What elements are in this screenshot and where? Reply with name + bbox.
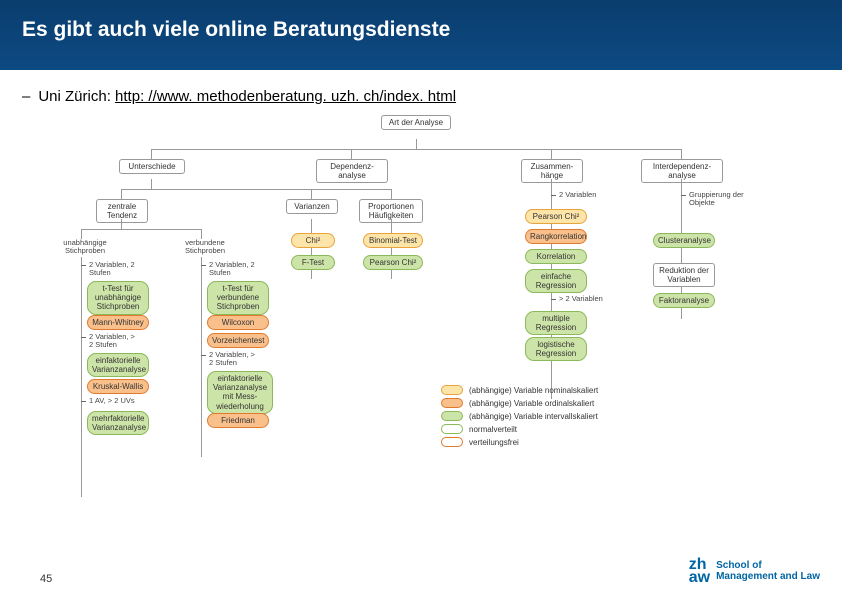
analysis-tree-diagram: Art der Analyse Unterschiede Dependenz-a… (81, 115, 761, 515)
box-ttest-unabh: t-Test für unabhängige Stichproben (87, 281, 149, 315)
box-rangkorr: Rangkorrelation (525, 229, 587, 244)
box-ftest: F-Test (291, 255, 335, 270)
box-faktor: Faktoranalyse (653, 293, 715, 308)
box-mult-regr: multiple Regression (525, 311, 587, 335)
step-grupp: Gruppierung der Objekte (689, 191, 751, 208)
box-einf-varianz-mw: einfaktorielle Varianzanalyse mit Mess-w… (207, 371, 273, 414)
legend-text: normalverteilt (469, 425, 517, 434)
step-2var-g2stuf-r: 2 Variablen, > 2 Stufen (209, 351, 261, 368)
legend-row: normalverteilt (441, 424, 598, 434)
box-binomial: Binomial-Test (363, 233, 423, 248)
step-1av-2uv: 1 AV, > 2 UVs (89, 397, 151, 405)
legend-swatch (441, 385, 463, 395)
zhaw-logo: zh aw School of Management and Law (689, 558, 820, 585)
branch-unterschiede: Unterschiede (119, 159, 185, 174)
legend: (abhängige) Variable nominalskaliert (ab… (441, 385, 598, 450)
box-pearson-chi2-a: Pearson Chi² (363, 255, 423, 270)
legend-swatch (441, 398, 463, 408)
step-2var-z: 2 Variablen (559, 191, 596, 199)
legend-row: (abhängige) Variable intervallskaliert (441, 411, 598, 421)
page-number: 45 (40, 573, 52, 585)
bullet-item: – Uni Zürich: http: //www. methodenberat… (22, 88, 820, 105)
box-korrelation: Korrelation (525, 249, 587, 264)
box-pearson-chi2-b: Pearson Chi² (525, 209, 587, 224)
box-friedman: Friedman (207, 413, 269, 428)
box-mehrf-varianz: mehrfaktorielle Varianzanalyse (87, 411, 149, 435)
legend-text: (abhängige) Variable intervallskaliert (469, 412, 598, 421)
slide-footer: 45 zh aw School of Management and Law (0, 558, 842, 585)
legend-text: verteilungsfrei (469, 438, 519, 447)
node-verb-stichproben: verbundene Stichproben (176, 239, 234, 256)
legend-text: (abhängige) Variable nominalskaliert (469, 386, 598, 395)
legend-swatch (441, 411, 463, 421)
box-einf-varianz: einfaktorielle Varianzanalyse (87, 353, 149, 377)
bullet-dash: – (22, 88, 30, 105)
box-log-regr: logistische Regression (525, 337, 587, 361)
node-varianzen: Varianzen (286, 199, 338, 214)
box-vorzeichen: Vorzeichentest (207, 333, 269, 348)
slide-header: Es gibt auch viele online Beratungsdiens… (0, 0, 842, 70)
legend-row: verteilungsfrei (441, 437, 598, 447)
step-2var-2stuf-l: 2 Variablen, 2 Stufen (89, 261, 141, 278)
box-cluster: Clusteranalyse (653, 233, 715, 248)
box-kruskal-wallis: Kruskal-Wallis (87, 379, 149, 394)
step-2var-2stuf-r: 2 Variablen, 2 Stufen (209, 261, 261, 278)
legend-swatch (441, 424, 463, 434)
box-chi2: Chi² (291, 233, 335, 248)
root-node: Art der Analyse (381, 115, 451, 130)
slide-content: – Uni Zürich: http: //www. methodenberat… (0, 70, 842, 515)
branch-interdep: Interdependenz-analyse (641, 159, 723, 183)
legend-row: (abhängige) Variable nominalskaliert (441, 385, 598, 395)
box-mann-whitney: Mann-Whitney (87, 315, 149, 330)
branch-zusammen: Zusammen-hänge (521, 159, 583, 183)
box-redukt: Reduktion der Variablen (653, 263, 715, 287)
bullet-link[interactable]: http: //www. methodenberatung. uzh. ch/i… (115, 88, 456, 105)
legend-text: (abhängige) Variable ordinalskaliert (469, 399, 594, 408)
node-unabh-stichproben: unabhängige Stichproben (56, 239, 114, 256)
box-ttest-verb: t-Test für verbundene Stichproben (207, 281, 269, 315)
box-wilcoxon: Wilcoxon (207, 315, 269, 330)
logo-mark: zh aw (689, 558, 710, 585)
legend-row: (abhängige) Variable ordinalskaliert (441, 398, 598, 408)
legend-swatch (441, 437, 463, 447)
step-g2var-z: > 2 Variablen (559, 295, 603, 303)
logo-text: School of Management and Law (716, 560, 820, 582)
slide-title: Es gibt auch viele online Beratungsdiens… (22, 18, 820, 42)
box-einf-regr: einfache Regression (525, 269, 587, 293)
bullet-label: Uni Zürich: (38, 88, 111, 105)
step-2var-g2stuf-l: 2 Variablen, > 2 Stufen (89, 333, 141, 350)
node-zentrale-tendenz: zentrale Tendenz (96, 199, 148, 223)
branch-dependenz: Dependenz-analyse (316, 159, 388, 183)
